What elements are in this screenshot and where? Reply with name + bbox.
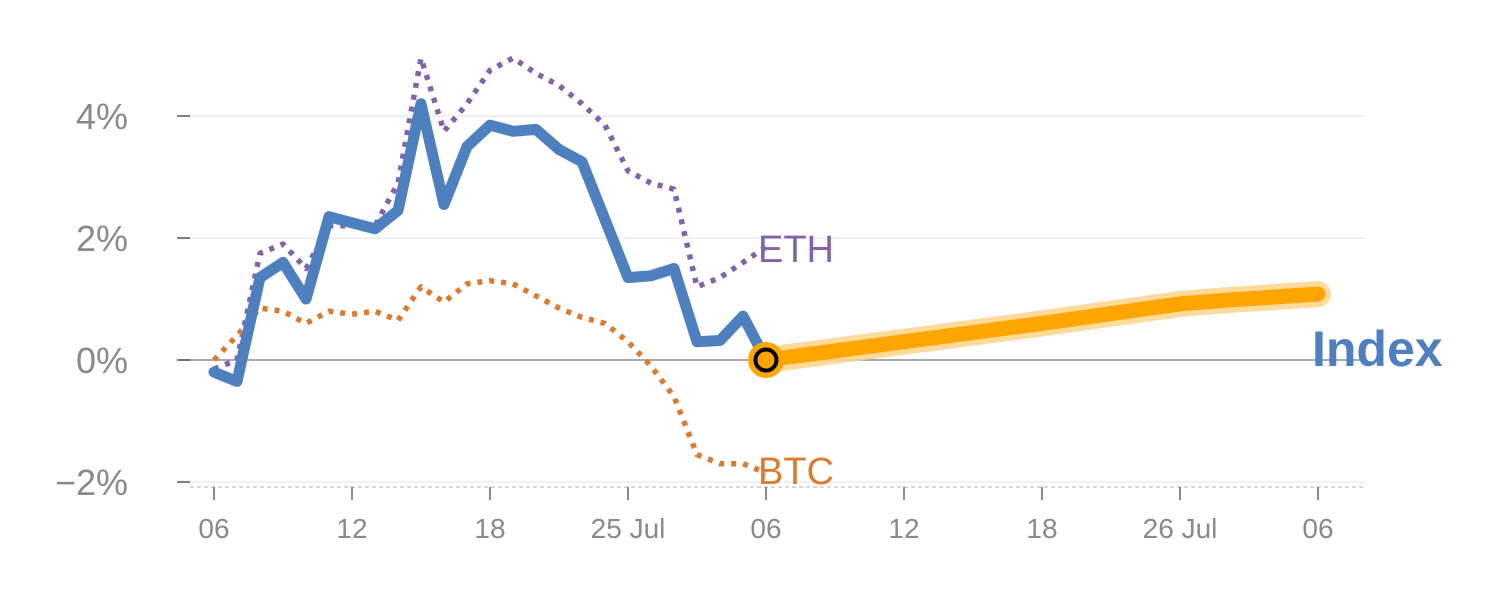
y-tick-label: 4% — [76, 96, 128, 137]
btc-series-label: BTC — [758, 451, 834, 493]
y-tick-label: 2% — [76, 218, 128, 259]
current-point-marker — [753, 347, 779, 373]
x-tick-label: 26 Jul — [1143, 513, 1218, 544]
eth-series-label: ETH — [758, 229, 834, 271]
x-tick-label: 12 — [888, 513, 919, 544]
series-layer — [208, 55, 1331, 476]
x-tick-label: 18 — [1026, 513, 1057, 544]
series-line-index — [208, 98, 772, 387]
axis-layer: 4% 2% 0% −2% 06 12 18 25 Jul 06 12 18 26 Jul 06 — [55, 96, 1365, 544]
x-tick-label: 06 — [1302, 513, 1333, 544]
x-tick-label: 18 — [474, 513, 505, 544]
y-tick-label: −2% — [55, 462, 128, 503]
forecast-line — [758, 286, 1326, 368]
index-series-label: Index — [1312, 321, 1443, 377]
y-tick-label: 0% — [76, 340, 128, 381]
x-tick-label: 25 Jul — [591, 513, 666, 544]
series-line-eth — [212, 55, 768, 372]
label-layer: ETH BTC Index — [758, 229, 1443, 493]
x-tick-label: 06 — [198, 513, 229, 544]
x-tick-label: 06 — [750, 513, 781, 544]
x-tick-label: 12 — [336, 513, 367, 544]
series-line-btc — [211, 277, 768, 476]
